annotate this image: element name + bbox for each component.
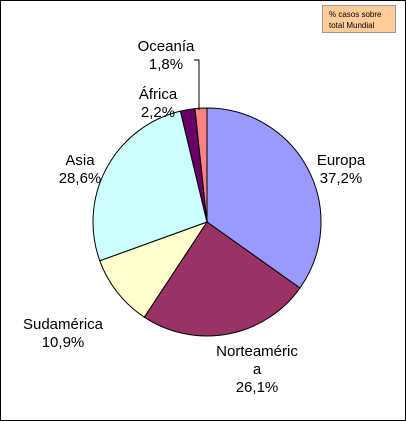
leader-line — [194, 59, 200, 110]
value-label: 1,8% — [148, 56, 184, 73]
slice-label: Sudamérica 10,9% — [20, 316, 106, 352]
category-name: Sudamérica — [22, 316, 104, 333]
value-label: 26,1% — [235, 379, 279, 396]
category-name: Oceanía — [137, 38, 195, 55]
pie-slice — [143, 221, 301, 337]
value-label: 10,9% — [41, 334, 85, 351]
pie — [92, 107, 322, 337]
category-name: Asia — [65, 152, 95, 169]
pie-slice — [194, 107, 208, 223]
pie-slice — [99, 221, 209, 318]
slice-label: Norteamérica 26,1% — [213, 343, 301, 397]
category-name: Europa — [316, 152, 366, 169]
value-label: 28,6% — [58, 170, 102, 187]
pie-slice — [206, 107, 322, 289]
slice-label: Oceanía 1,8% — [131, 38, 201, 74]
slice-label: África 2,2% — [133, 86, 183, 122]
chart-title: % casos sobre total Mundial — [322, 5, 396, 33]
category-name: Norteamérica — [216, 343, 298, 378]
pie-slice — [92, 110, 208, 262]
slice-label: Asia 28,6% — [50, 152, 110, 188]
value-label: 37,2% — [319, 170, 363, 187]
value-label: 2,2% — [140, 104, 176, 121]
category-name: África — [138, 86, 178, 103]
slice-label: Europa 37,2% — [301, 152, 381, 188]
